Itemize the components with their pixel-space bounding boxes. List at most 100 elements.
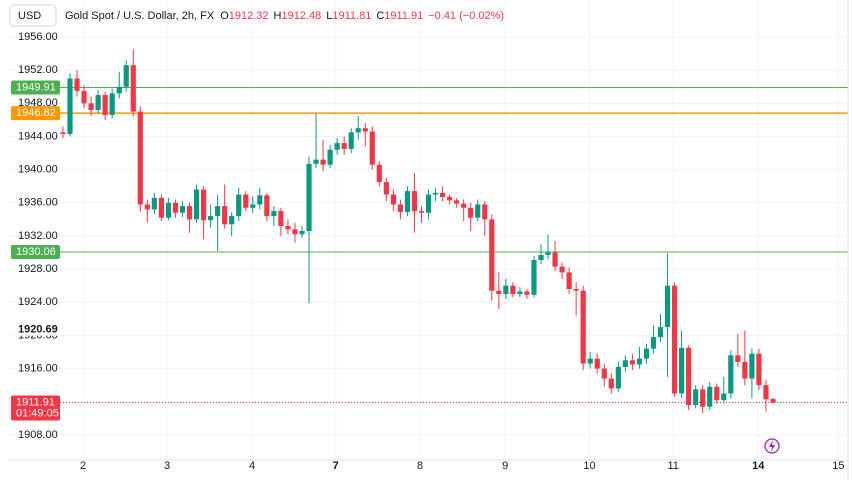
candle-body xyxy=(566,272,572,290)
candle-body xyxy=(334,143,340,150)
candle-body xyxy=(404,191,411,212)
candle-body xyxy=(151,197,157,210)
axis-labels: 1908.001912.001916.001920.001924.001928.… xyxy=(11,31,844,472)
candle-body xyxy=(74,78,80,91)
grid xyxy=(8,0,848,460)
candle-body xyxy=(580,290,586,364)
candle-body xyxy=(320,159,326,165)
candle-body xyxy=(728,355,734,394)
candle-body xyxy=(193,189,200,220)
candle-body xyxy=(88,103,94,110)
candle-body xyxy=(461,203,467,208)
candle-body xyxy=(531,259,537,295)
symbol-box[interactable] xyxy=(9,4,57,27)
candle-body xyxy=(510,285,516,294)
y-tick-label: 1928.00 xyxy=(18,263,58,275)
candle-body xyxy=(489,219,495,291)
candle-body xyxy=(144,204,150,210)
x-tick-label: 3 xyxy=(164,460,170,472)
candle-body xyxy=(165,202,172,218)
candle-body xyxy=(179,206,186,213)
candle-body xyxy=(102,95,108,115)
symbol: USD xyxy=(18,10,41,22)
y-tick-label: 1924.00 xyxy=(18,296,58,308)
candle-body xyxy=(432,192,439,195)
y-tick-label: 1940.00 xyxy=(18,164,58,176)
candle-body xyxy=(679,347,685,394)
candle-body xyxy=(657,327,664,338)
y-tick-label: 1944.00 xyxy=(18,130,58,142)
y-tick-label: 1956.00 xyxy=(18,31,58,43)
crosshair-price-label: 1920.69 xyxy=(18,324,58,336)
candle-body xyxy=(538,255,544,260)
candle-body xyxy=(770,399,776,403)
ohlc-value: 1912.32 xyxy=(229,10,269,22)
candle-body xyxy=(355,128,361,133)
candle-body xyxy=(348,132,354,149)
price-line-label: 1946.82 xyxy=(16,107,56,119)
candle-body xyxy=(397,204,404,212)
candle-body xyxy=(686,347,692,406)
candle-body xyxy=(172,202,179,213)
price-line-label-box xyxy=(11,106,60,121)
candle-body xyxy=(475,204,481,218)
candle-body xyxy=(285,226,291,230)
y-tick-label: 1908.00 xyxy=(18,429,58,441)
event-bolt xyxy=(769,440,775,452)
ohlc-key: H xyxy=(274,10,282,22)
candle-body xyxy=(390,194,396,205)
candle-body xyxy=(236,194,242,217)
x-tick-label: 8 xyxy=(417,460,423,472)
candle-body xyxy=(503,285,509,294)
price-line-label-box xyxy=(11,80,60,95)
candle-body xyxy=(313,159,319,164)
candle-body xyxy=(418,211,425,213)
candle-body xyxy=(243,194,249,208)
ohlc-value: 1911.91 xyxy=(384,10,423,22)
price-line-label-box xyxy=(11,245,60,260)
candle-body xyxy=(411,191,418,212)
candle-body xyxy=(735,355,741,362)
candle-body xyxy=(622,360,628,367)
candle-body xyxy=(341,143,347,149)
candle-body xyxy=(292,229,298,235)
candle-body xyxy=(67,78,73,134)
crosshair-price-box xyxy=(12,322,58,336)
candle-body xyxy=(601,368,607,379)
ohlc-legend: O 1912.32 H 1912.48 L 1911.81 C 1911.91 −0.41 (−… xyxy=(220,10,504,22)
event-icon[interactable] xyxy=(764,438,780,454)
candle-body xyxy=(714,386,720,401)
candle-body xyxy=(229,216,235,225)
candle-body xyxy=(215,206,221,217)
candle-body xyxy=(524,291,530,295)
candle-body xyxy=(749,353,755,379)
candle-body xyxy=(636,358,643,365)
x-tick-label: 14 xyxy=(752,460,765,472)
candle-body xyxy=(425,194,432,213)
candle-body xyxy=(763,385,769,400)
candle-body xyxy=(271,211,277,217)
y-tick-label: 1916.00 xyxy=(18,362,58,374)
candle-body xyxy=(468,207,474,218)
last-price-box xyxy=(11,395,60,421)
plot-area xyxy=(60,49,848,414)
candle-body xyxy=(629,360,635,365)
candle-body xyxy=(208,216,214,221)
candle-body xyxy=(700,389,706,407)
candle-body xyxy=(278,211,284,227)
candle-body xyxy=(454,200,460,204)
candle-body xyxy=(650,337,657,349)
candle-body xyxy=(742,361,748,379)
ohlc-key: L xyxy=(326,10,332,22)
ohlc-value: 1911.81 xyxy=(332,10,371,22)
candle-body xyxy=(362,128,368,132)
candle-body xyxy=(594,358,600,369)
candle-body xyxy=(60,132,66,134)
candle-body xyxy=(559,266,565,273)
last-price-label: 1911.91 xyxy=(16,396,55,408)
candle-body xyxy=(81,90,87,104)
y-tick-label: 1952.00 xyxy=(18,64,58,76)
candle-body xyxy=(376,164,382,183)
price-line-label: 1930.06 xyxy=(16,246,56,258)
